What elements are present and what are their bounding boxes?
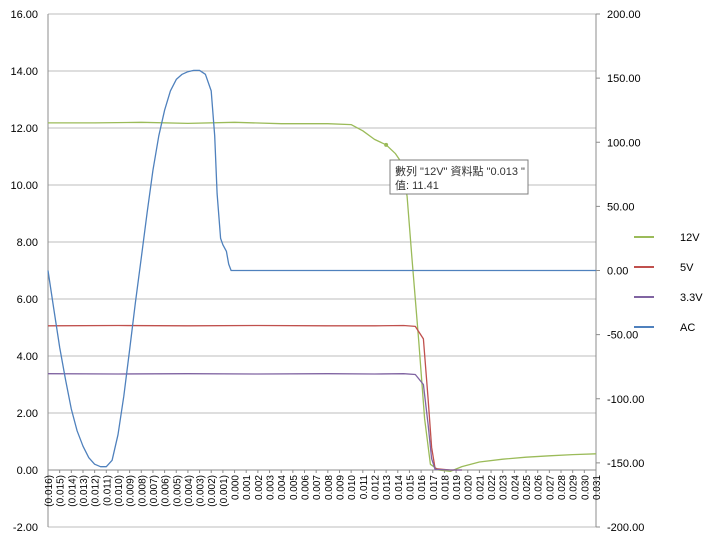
- legend: 12V 5V 3.3V AC: [634, 232, 703, 334]
- y-left-tick-label: 0.00: [17, 465, 38, 477]
- x-tick-label: 0.023: [499, 475, 510, 500]
- y-right-tick-label: -150.00: [607, 458, 644, 470]
- x-tick-label: 0.017: [429, 475, 440, 500]
- x-tick-label: 0.007: [312, 475, 323, 500]
- x-tick-label: (0.016): [44, 475, 55, 507]
- x-tick-label: 0.003: [266, 475, 277, 500]
- x-tick-label: (0.002): [207, 475, 218, 507]
- x-tick-label: 0.029: [569, 475, 580, 500]
- x-tick-label: (0.001): [219, 475, 230, 507]
- x-tick-label: 0.004: [277, 475, 288, 500]
- x-tick-label: 0.025: [522, 475, 533, 500]
- y-left-tick-label: -2.00: [13, 522, 38, 534]
- y-left-tick-label: 16.00: [10, 9, 38, 21]
- y-left-tick-label: 10.00: [10, 180, 38, 192]
- x-tick-label: 0.026: [534, 475, 545, 500]
- y-right-tick-label: -50.00: [607, 330, 638, 342]
- legend-label: 5V: [680, 262, 694, 274]
- legend-label: AC: [680, 322, 695, 334]
- x-tick-label: (0.015): [56, 475, 67, 507]
- x-tick-label: 0.015: [405, 475, 416, 500]
- x-tick-label: 0.020: [464, 475, 475, 500]
- x-tick-label: 0.006: [301, 475, 312, 500]
- series-line-33v: [47, 373, 462, 471]
- y-left-tick-label: 14.00: [10, 66, 38, 78]
- x-tick-label: (0.013): [79, 475, 90, 507]
- x-tick-label: 0.002: [254, 475, 265, 500]
- x-tick-label: 0.013: [382, 475, 393, 500]
- y-left-tick-label: 8.00: [17, 237, 38, 249]
- plot-series: [47, 69, 597, 473]
- axes: -2.00 0.00 2.00 4.00 6.00 8.00 10.00 12.00 14.00…: [10, 9, 644, 534]
- x-tick-label: 0.021: [475, 475, 486, 500]
- tooltip-line-2: 值: 11.41: [395, 179, 439, 192]
- y-right-tick-label: -100.00: [607, 394, 644, 406]
- x-tick-label: 0.010: [347, 475, 358, 500]
- y-right-tick-label: 50.00: [607, 201, 635, 213]
- x-tick-label: (0.012): [91, 475, 102, 507]
- y-right-tick-label: 200.00: [607, 9, 641, 21]
- data-tooltip: 數列 "12V" 資料點 "0.013 " 值: 11.41: [389, 159, 529, 195]
- x-tick-label: (0.008): [137, 475, 148, 507]
- x-tick-label: 0.012: [370, 475, 381, 500]
- legend-label: 3.3V: [680, 292, 703, 304]
- tooltip-box: [389, 159, 529, 195]
- x-tick-label: 0.019: [452, 475, 463, 500]
- x-tick-label: (0.003): [196, 475, 207, 507]
- series-line-ac: [47, 69, 596, 468]
- x-tick-label: 0.008: [324, 475, 335, 500]
- y-left-tick-label: 12.00: [10, 123, 38, 135]
- x-tick-label: 0.001: [242, 475, 253, 500]
- x-tick-label: 0.005: [289, 475, 300, 500]
- x-tick-label: (0.011): [102, 475, 113, 506]
- x-tick-label: 0.024: [510, 475, 521, 500]
- x-tick-label: (0.009): [126, 475, 137, 507]
- x-tick-label: 0.030: [580, 475, 591, 500]
- x-tick-label: 0.022: [487, 475, 498, 500]
- x-tick-label: (0.006): [161, 475, 172, 507]
- x-tick-label: 0.016: [417, 475, 428, 500]
- x-tick-label: (0.007): [149, 475, 160, 507]
- y-left-tick-label: 6.00: [17, 294, 38, 306]
- series-line-5v: [47, 324, 462, 471]
- x-tick-label: 0.028: [557, 475, 568, 500]
- x-tick-label: 0.018: [440, 475, 451, 500]
- x-tick-label: (0.005): [172, 475, 183, 507]
- y-right-tick-label: 0.00: [607, 266, 628, 278]
- legend-label: 12V: [680, 232, 700, 244]
- x-tick-label: 0.027: [545, 475, 556, 500]
- x-tick-label: 0.000: [231, 475, 242, 500]
- y-left-tick-label: 2.00: [17, 408, 38, 420]
- y-left-tick-label: 4.00: [17, 351, 38, 363]
- x-tick-label: 0.014: [394, 475, 405, 500]
- tooltip-data-point: [384, 142, 389, 147]
- x-tick-label: (0.014): [67, 475, 78, 507]
- x-tick-label: (0.004): [184, 475, 195, 507]
- x-tick-label: 0.031: [592, 475, 603, 500]
- x-tick-label: 0.009: [335, 475, 346, 500]
- series-line-12v: [48, 121, 597, 473]
- y-right-tick-label: 150.00: [607, 73, 641, 85]
- y-right-tick-label: -200.00: [607, 522, 644, 534]
- y-right-tick-label: 100.00: [607, 137, 641, 149]
- x-tick-label: 0.011: [359, 475, 370, 500]
- x-tick-label: (0.010): [114, 475, 125, 507]
- tooltip-line-1: 數列 "12V" 資料點 "0.013 ": [395, 164, 525, 178]
